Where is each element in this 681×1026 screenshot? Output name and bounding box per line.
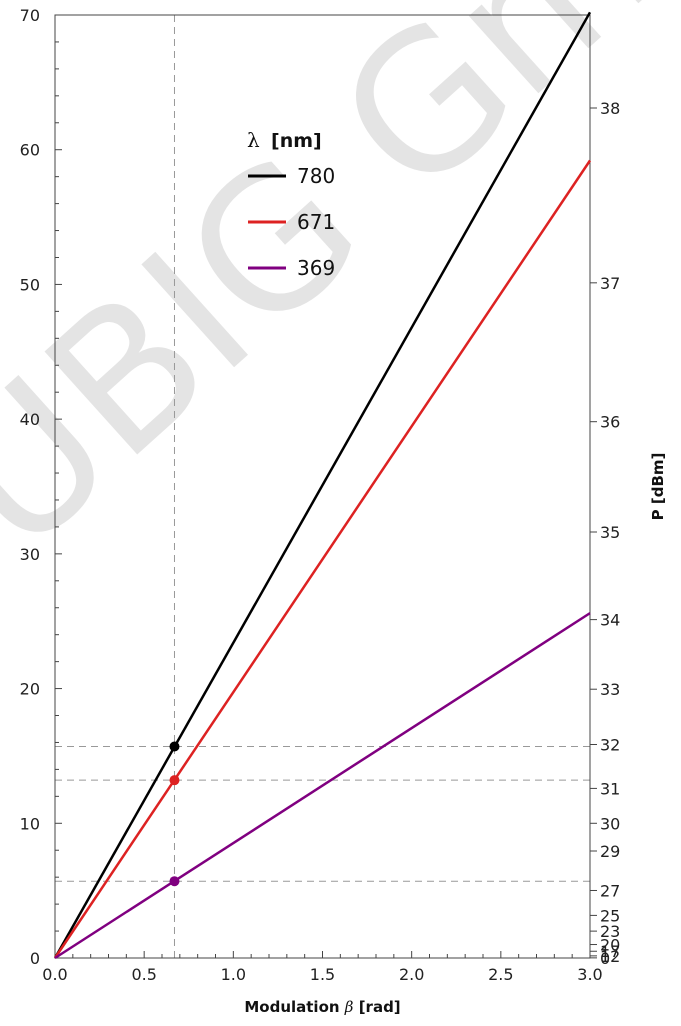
right-tick-label: 36 bbox=[600, 413, 620, 432]
x-tick-label: 0.0 bbox=[42, 965, 67, 984]
right-tick-label: 29 bbox=[600, 842, 620, 861]
x-axis-title-unit: [rad] bbox=[359, 998, 401, 1016]
watermark-text: UBIG GmbH bbox=[0, 0, 681, 593]
x-tick-label: 3.0 bbox=[577, 965, 602, 984]
legend-title: λ [nm] bbox=[247, 128, 322, 152]
y-tick-label: 60 bbox=[20, 141, 40, 160]
right-tick-label: 34 bbox=[600, 611, 620, 630]
right-tick-label: 20 bbox=[600, 936, 620, 955]
right-tick-label: 0 bbox=[600, 949, 610, 968]
legend-title-unit: [nm] bbox=[271, 130, 322, 152]
series-lines bbox=[53, 11, 592, 960]
legend-label-369: 369 bbox=[297, 256, 335, 280]
right-tick-label: 33 bbox=[600, 680, 620, 699]
right-axis-title: P [dBm] bbox=[649, 453, 667, 521]
x-tick-label: 1.0 bbox=[221, 965, 246, 984]
y-tick-label: 70 bbox=[20, 6, 40, 25]
y-tick-label: 40 bbox=[20, 410, 40, 429]
axis-ticks: 0.0 0.5 1.0 1.5 2.0 2.5 3.00102030405060700121… bbox=[20, 6, 621, 984]
reference-lines bbox=[55, 15, 590, 958]
right-tick-label: 17 bbox=[600, 942, 620, 961]
right-tick-label: 25 bbox=[600, 906, 620, 925]
legend-label-780: 780 bbox=[297, 164, 335, 188]
right-tick-label: 35 bbox=[600, 523, 620, 542]
series-line-369 bbox=[54, 612, 591, 960]
series-line-780 bbox=[53, 11, 592, 959]
y-tick-label: 0 bbox=[30, 949, 40, 968]
legend: λ [nm] 780 671 369 bbox=[247, 128, 335, 280]
series-line-671 bbox=[53, 159, 592, 959]
y-tick-label: 20 bbox=[20, 680, 40, 699]
right-tick-label: 27 bbox=[600, 881, 620, 900]
right-tick-label: 31 bbox=[600, 779, 620, 798]
right-tick-label: 23 bbox=[600, 922, 620, 941]
right-tick-label: 30 bbox=[600, 814, 620, 833]
right-tick-label: 37 bbox=[600, 274, 620, 293]
x-tick-label: 2.0 bbox=[399, 965, 424, 984]
x-tick-label: 0.5 bbox=[131, 965, 156, 984]
y-tick-label: 30 bbox=[20, 545, 40, 564]
series-markers bbox=[169, 741, 180, 887]
right-tick-label: 32 bbox=[600, 735, 620, 754]
legend-title-symbol: λ bbox=[247, 128, 260, 152]
marker-780 bbox=[169, 741, 180, 752]
y-tick-label: 50 bbox=[20, 275, 40, 294]
marker-369 bbox=[169, 876, 180, 887]
y-tick-label: 10 bbox=[20, 814, 40, 833]
x-axis-title-prefix: Modulation bbox=[244, 998, 344, 1016]
x-axis-title-symbol: β bbox=[344, 998, 354, 1016]
right-tick-label: 38 bbox=[600, 99, 620, 118]
marker-671 bbox=[169, 775, 180, 786]
x-axis-title: Modulation β [rad] bbox=[244, 998, 400, 1016]
x-tick-label: 1.5 bbox=[310, 965, 335, 984]
right-tick-label: 12 bbox=[600, 947, 620, 966]
legend-label-671: 671 bbox=[297, 210, 335, 234]
x-tick-label: 2.5 bbox=[488, 965, 513, 984]
